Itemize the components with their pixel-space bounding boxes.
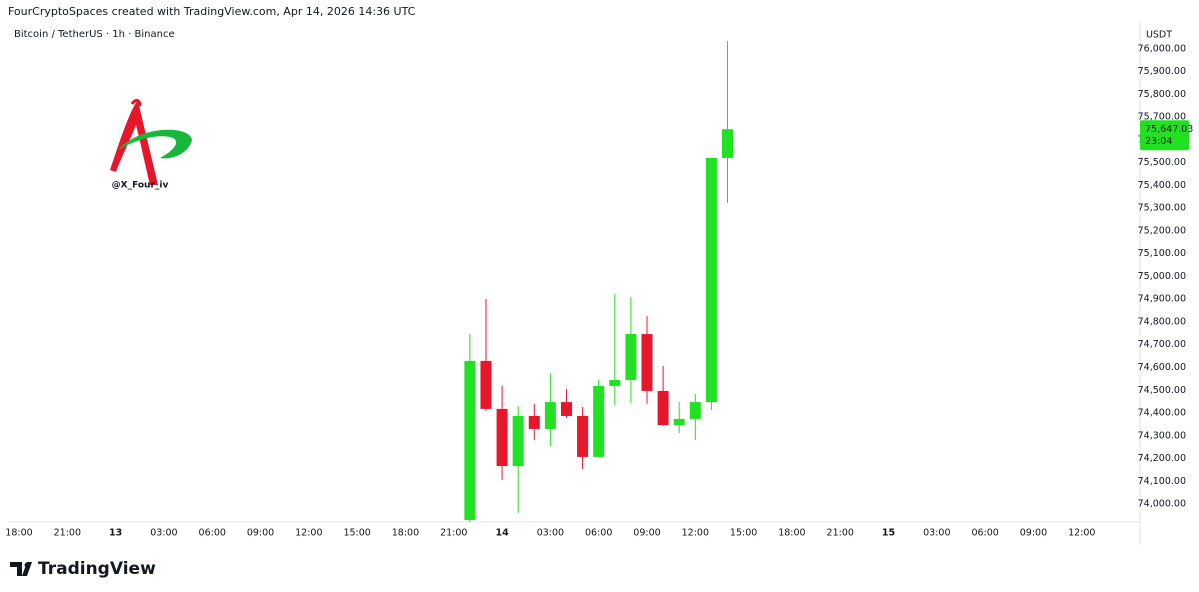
candle-body <box>577 415 589 457</box>
y-tick-label: 74,100.00 <box>1138 476 1186 487</box>
y-tick-label: 74,900.00 <box>1138 294 1186 305</box>
y-tick-label: 74,200.00 <box>1138 453 1186 464</box>
x-tick-label: 09:00 <box>1020 528 1047 539</box>
y-tick-label: 75,300.00 <box>1138 203 1186 214</box>
x-tick-label: 18:00 <box>778 528 805 539</box>
candle-body <box>625 334 637 381</box>
candle-body <box>464 360 476 520</box>
y-tick-label: 75,500.00 <box>1138 157 1186 168</box>
x-tick-label: 18:00 <box>392 528 419 539</box>
candle-body <box>641 334 653 391</box>
last-price-label: 75,647.03 <box>1145 124 1193 135</box>
header: FourCryptoSpaces created with TradingVie… <box>8 5 416 18</box>
candle-body <box>528 415 540 429</box>
x-tick-label: 06:00 <box>585 528 612 539</box>
x-tick-label: 21:00 <box>827 528 854 539</box>
brand: TradingView <box>38 559 156 579</box>
y-tick-label: 74,500.00 <box>1138 385 1186 396</box>
x-tick-label: 21:00 <box>440 528 467 539</box>
x-tick-label: 12:00 <box>682 528 709 539</box>
y-tick-label: 76,000.00 <box>1138 43 1186 54</box>
y-tick-label: 74,800.00 <box>1138 316 1186 327</box>
logo <box>110 98 192 185</box>
plot <box>464 40 734 522</box>
x-tick-label: 15:00 <box>730 528 757 539</box>
candle-body <box>689 402 701 419</box>
candle-body <box>496 408 508 467</box>
x-tick-label: 03:00 <box>150 528 177 539</box>
x-tick-label: 03:00 <box>923 528 950 539</box>
candle-body <box>480 360 492 409</box>
y-tick-label: 75,100.00 <box>1138 248 1186 259</box>
y-tick-label: 75,700.00 <box>1138 112 1186 123</box>
currency: USDT <box>1146 30 1172 41</box>
y-tick-label: 74,000.00 <box>1138 499 1186 510</box>
y-tick-label: 75,800.00 <box>1138 89 1186 100</box>
y-tick-label: 74,700.00 <box>1138 339 1186 350</box>
watermark: @X_Four_iv <box>112 181 169 191</box>
x-tick-label: 15 <box>882 528 895 539</box>
candle-body <box>657 390 669 426</box>
y-tick-label: 75,900.00 <box>1138 66 1186 77</box>
y-tick-label: 75,200.00 <box>1138 225 1186 236</box>
x-tick-label: 14 <box>495 528 509 539</box>
brand-logo <box>10 562 32 576</box>
x-tick-label: 12:00 <box>1068 528 1095 539</box>
x-tick-label: 18:00 <box>5 528 32 539</box>
candle-body <box>544 402 556 429</box>
y-tick-label: 75,000.00 <box>1138 271 1186 282</box>
x-tick-label: 13 <box>109 528 122 539</box>
x-tick-label: 03:00 <box>537 528 564 539</box>
x-tick-label: 06:00 <box>971 528 998 539</box>
last-price-box <box>1140 120 1189 151</box>
candle-body <box>512 415 524 467</box>
candle-body <box>593 385 605 457</box>
y-tick-label: 74,600.00 <box>1138 362 1186 373</box>
countdown: 23:04 <box>1145 136 1172 147</box>
x-tick-label: 06:00 <box>199 528 226 539</box>
y-tick-label: 74,300.00 <box>1138 430 1186 441</box>
y-tick-label: 74,400.00 <box>1138 408 1186 419</box>
x-tick-label: 09:00 <box>247 528 274 539</box>
candle-body <box>609 380 621 386</box>
candle-body <box>560 402 572 416</box>
candle-body <box>705 157 717 403</box>
x-tick-label: 15:00 <box>343 528 370 539</box>
x-tick-label: 09:00 <box>633 528 660 539</box>
chart-title: Bitcoin / TetherUS · 1h · Binance <box>14 29 175 40</box>
y-tick-label: 75,400.00 <box>1138 180 1186 191</box>
candle-body <box>722 129 734 158</box>
x-tick-label: 21:00 <box>54 528 81 539</box>
x-tick-label: 12:00 <box>295 528 322 539</box>
candle-body <box>673 418 685 426</box>
